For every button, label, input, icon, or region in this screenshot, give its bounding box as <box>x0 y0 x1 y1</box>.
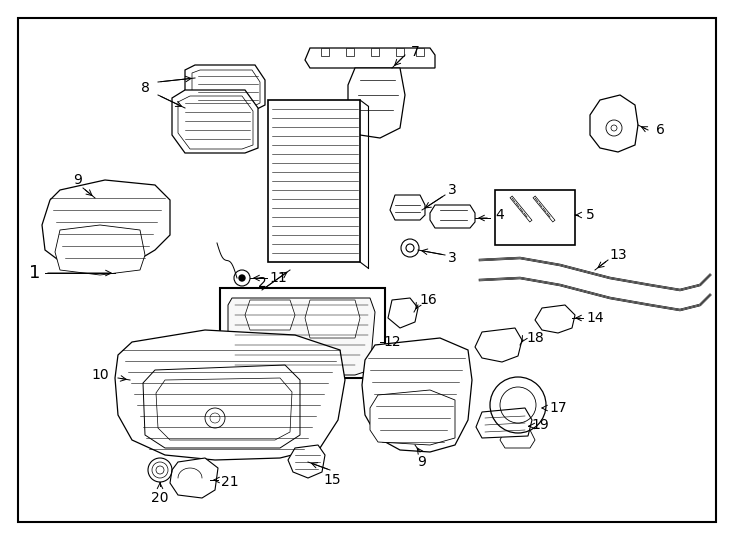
Text: 12: 12 <box>383 335 401 349</box>
Bar <box>416 48 424 56</box>
Text: 15: 15 <box>323 473 341 487</box>
Polygon shape <box>172 90 258 153</box>
Polygon shape <box>370 390 455 445</box>
Bar <box>321 48 329 56</box>
Text: 21: 21 <box>221 475 239 489</box>
Polygon shape <box>535 305 575 333</box>
Polygon shape <box>305 300 360 338</box>
Text: 5: 5 <box>586 208 595 222</box>
Polygon shape <box>348 68 405 138</box>
Polygon shape <box>362 338 472 452</box>
Text: 1: 1 <box>29 264 40 282</box>
Text: 4: 4 <box>495 208 504 222</box>
Text: 9: 9 <box>418 455 426 469</box>
Polygon shape <box>500 430 535 448</box>
Text: 8: 8 <box>141 81 150 95</box>
Text: 10: 10 <box>91 368 109 382</box>
Text: 9: 9 <box>73 173 82 187</box>
Text: 7: 7 <box>410 45 419 59</box>
Polygon shape <box>305 48 435 68</box>
Polygon shape <box>156 378 292 440</box>
Polygon shape <box>143 365 300 448</box>
Text: 3: 3 <box>448 251 457 265</box>
Polygon shape <box>390 195 425 220</box>
Polygon shape <box>228 298 375 375</box>
Polygon shape <box>476 408 532 438</box>
Text: 20: 20 <box>151 491 169 505</box>
Text: 13: 13 <box>609 248 627 262</box>
Polygon shape <box>170 458 218 498</box>
Text: 16: 16 <box>419 293 437 307</box>
Polygon shape <box>185 65 265 110</box>
Polygon shape <box>288 445 325 478</box>
Polygon shape <box>178 96 253 149</box>
Bar <box>371 48 379 56</box>
Text: 19: 19 <box>531 418 549 432</box>
Polygon shape <box>192 70 260 107</box>
Text: 11: 11 <box>269 271 287 285</box>
Bar <box>220 288 385 378</box>
Polygon shape <box>388 298 418 328</box>
Polygon shape <box>42 180 170 270</box>
Text: 3: 3 <box>448 183 457 197</box>
Bar <box>346 48 354 56</box>
Circle shape <box>239 275 245 281</box>
Text: 6: 6 <box>655 123 664 137</box>
Text: 18: 18 <box>526 331 544 345</box>
Bar <box>495 190 575 245</box>
Polygon shape <box>55 225 145 275</box>
Bar <box>396 48 404 56</box>
Polygon shape <box>590 95 638 152</box>
Polygon shape <box>430 205 475 228</box>
Bar <box>268 100 360 262</box>
Text: 2: 2 <box>258 276 266 290</box>
Polygon shape <box>475 328 522 362</box>
Polygon shape <box>115 330 345 460</box>
Text: 14: 14 <box>586 311 604 325</box>
Text: 17: 17 <box>549 401 567 415</box>
Polygon shape <box>245 300 295 330</box>
